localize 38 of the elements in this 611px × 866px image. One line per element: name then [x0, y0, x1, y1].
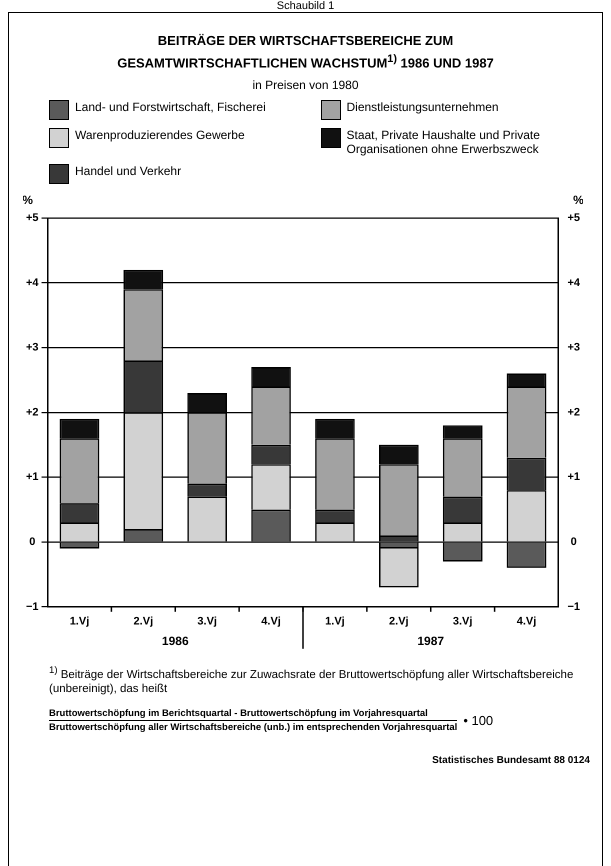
- text: Statistisches Bundesamt 88 0124: [431, 755, 590, 766]
- y2-tick-label: +1: [567, 472, 580, 484]
- x-tick-label: 4.Vj: [516, 616, 536, 628]
- legend-label: Dienstleistungsunternehmen: [346, 100, 499, 114]
- y2-tick-label: +4: [567, 277, 581, 290]
- x-tick-label: 3.Vj: [197, 616, 217, 628]
- legend-label: Land- und Forstwirtschaft, Fischerei: [75, 100, 266, 114]
- chart-subtitle: in Preisen von 1980: [251, 78, 360, 92]
- chart-title: BEITRÄGE DER WIRTSCHAFTSBEREICHE ZUM GESAMTWIRTSCHAFTLICHEN WACHSTUM$^{1)}$ 1986 UND 1987: [116, 32, 495, 72]
- y-tick-label: −1: [26, 601, 39, 614]
- y-tick-label: +5: [26, 212, 39, 224]
- y-tick-label: +1: [26, 472, 39, 484]
- y-tick-label: +3: [26, 342, 39, 354]
- y2-tick-label: +2: [567, 406, 580, 419]
- legend-label: Staat, Private Haushalte und Private Organisationen ohne Erwerbszweck: [346, 128, 541, 156]
- text: 1987: [417, 634, 444, 648]
- x-tick-label: 1.Vj: [70, 616, 90, 628]
- x-tick-label: 2.Vj: [134, 616, 154, 628]
- legend-label: Handel und Verkehr: [75, 164, 182, 178]
- y2-tick-label: +5: [567, 212, 580, 224]
- y2-axis-title: %: [573, 193, 584, 208]
- text: $^{1)}$ Beiträge der Wirtschaftsbereiche zur Zuwachsrate der Bruttowertschöpfung aller Wirtschaftsbereiche (unbereinigt), das heißt: [49, 664, 574, 696]
- x-tick-label: 1.Vj: [325, 616, 345, 628]
- y2-tick-label: −1: [567, 601, 580, 614]
- x-tick-label: 3.Vj: [452, 616, 472, 628]
- text: • 100: [463, 713, 494, 728]
- text: 1986: [162, 634, 189, 648]
- y2-tick-label: +3: [567, 342, 580, 354]
- legend-label: Warenproduzierendes Gewerbe: [75, 128, 245, 142]
- y2-tick-label: 0: [570, 536, 577, 548]
- text: Bruttowertschöpfung aller Wirtschaftsbereiche (unb.) im entsprechenden Vorjahresquartal: [49, 721, 458, 734]
- y-tick-label: +2: [26, 406, 39, 419]
- x-tick-label: 2.Vj: [389, 616, 409, 628]
- y-tick-label: +4: [26, 277, 40, 290]
- x-tick-label: 4.Vj: [261, 616, 281, 628]
- text: Bruttowertschöpfung im Berichtsquartal - Bruttowertschöpfung im Vorjahresquartal: [49, 708, 458, 722]
- y-tick-label: 0: [29, 536, 36, 548]
- text: Schaubild 1: [276, 0, 336, 12]
